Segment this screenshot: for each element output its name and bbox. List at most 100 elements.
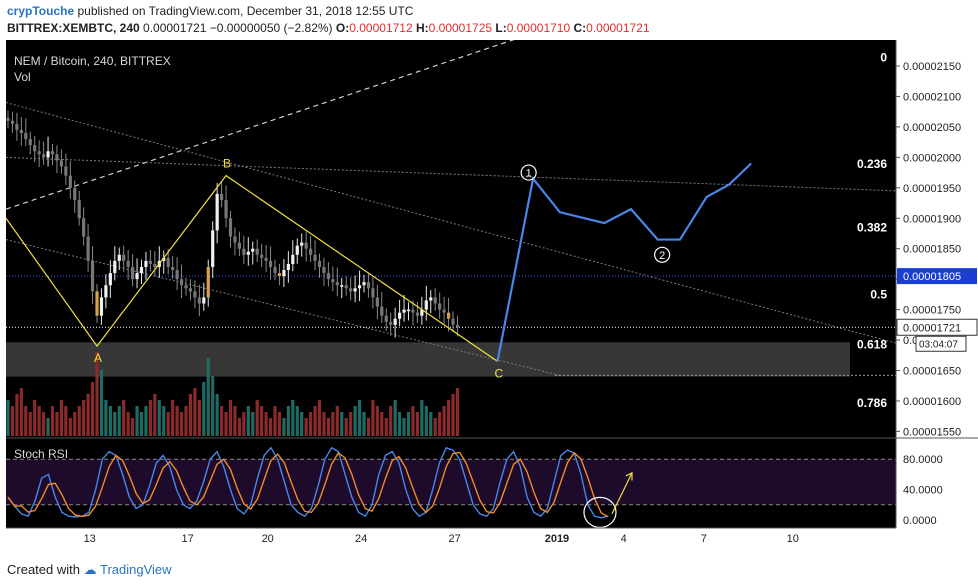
candle: [237, 242, 241, 249]
candle: [175, 270, 179, 280]
high-label: H:: [415, 21, 429, 35]
candle: [37, 151, 41, 155]
candle: [277, 273, 282, 277]
author-link[interactable]: crypTouche: [7, 4, 75, 18]
high-value: 0.00001725: [428, 21, 493, 35]
candle: [179, 279, 184, 286]
candle: [398, 312, 402, 319]
candle: [424, 300, 428, 310]
candle: [286, 263, 290, 271]
candle: [393, 318, 397, 325]
volume-bar: [179, 412, 184, 436]
stoch-d-line: [7, 451, 609, 518]
candle: [73, 187, 77, 200]
candle: [380, 306, 384, 316]
volume-bar: [19, 388, 23, 436]
wave-circle-label-1: 1: [526, 168, 532, 180]
fib-label-0: 0: [880, 50, 887, 64]
volume-bar: [144, 406, 148, 436]
volume-bar: [228, 400, 233, 436]
volume-bar: [389, 406, 393, 436]
stoch-rsi-pane[interactable]: [6, 437, 896, 528]
time-tick-label: 24: [355, 533, 367, 545]
close-label: C:: [573, 21, 587, 35]
candle: [375, 297, 379, 307]
volume-bar: [242, 412, 246, 436]
ohlc-bar: BITTREX:XEMBTC, 240 0.00001721 −0.000000…: [7, 21, 650, 35]
wave-circle-label-2: 2: [659, 250, 665, 262]
volume-bar: [433, 418, 437, 436]
close-value: 0.00001721: [586, 21, 650, 35]
candle: [322, 266, 326, 274]
volume-bar: [300, 412, 304, 436]
candle: [42, 154, 46, 158]
volume-bar: [371, 400, 375, 436]
volume-bar: [73, 412, 77, 436]
volume-bar: [59, 400, 63, 436]
volume-bar: [304, 418, 308, 436]
volume-bar: [99, 370, 104, 436]
volume-bar: [424, 406, 428, 436]
blue-price-tag-text: 0.00001805: [903, 271, 961, 283]
price-pane[interactable]: 0 0.236 0.382 0.5 0.618 0.786 A B C 1 2: [5, 40, 897, 436]
volume-bar: [211, 376, 215, 436]
tradingview-logo[interactable]: ☁ TradingView: [83, 562, 172, 577]
volume-bar: [113, 412, 117, 436]
time-tick-label: 4: [621, 533, 627, 545]
candle: [233, 236, 237, 243]
candle: [122, 254, 126, 261]
time-axis-bg: [0, 528, 978, 555]
channel-mid-dotted: [5, 102, 897, 344]
chart-title: NEM / Bitcoin, 240, BITTREX: [14, 54, 171, 68]
volume-bar: [268, 418, 273, 436]
last-price-tag: [896, 318, 978, 336]
volume-bar: [429, 412, 433, 436]
chart-area[interactable]: 0 0.236 0.382 0.5 0.618 0.786 A B C 1 2 0.00002150…: [0, 40, 978, 555]
rsi-tick-label: 40.0000: [903, 485, 943, 497]
price-axis[interactable]: 0.00002150 0.00002100 0.00002050 0.00002000…: [895, 40, 978, 528]
volume-bar: [406, 412, 411, 436]
candle: [171, 266, 175, 271]
volume-bar: [90, 382, 95, 436]
candle: [326, 273, 330, 280]
volume-bar: [77, 406, 81, 436]
candle: [144, 260, 148, 267]
volume-bar: [197, 400, 201, 436]
candle: [349, 288, 353, 292]
volume-bar: [153, 394, 157, 436]
candle: [184, 285, 188, 289]
candle: [19, 129, 23, 133]
low-label: L:: [495, 21, 507, 35]
candle: [309, 248, 313, 255]
candle: [202, 297, 206, 304]
fib-label-4: 0.618: [857, 337, 887, 351]
volume-label: Vol: [14, 70, 31, 84]
volume-bar: [122, 400, 126, 436]
volume-bar: [188, 394, 193, 436]
channel-lower-dotted: [5, 239, 561, 376]
candle: [28, 139, 32, 146]
time-axis[interactable]: 13 17 20 24 27 2019 4 7 10: [0, 527, 978, 555]
candle: [64, 166, 68, 176]
created-with: Created with: [7, 562, 80, 577]
wave-circle-1: [520, 164, 537, 181]
candle: [188, 288, 193, 292]
volume-bar: [255, 400, 259, 436]
price-tick-label: 0.00002100: [903, 91, 961, 103]
candle: [362, 282, 366, 286]
candle: [304, 242, 308, 249]
candle: [446, 312, 451, 319]
footer: Created with ☁ TradingView: [7, 562, 172, 578]
volume-bar: [375, 406, 379, 436]
volume-bar: [215, 394, 219, 436]
candle: [411, 309, 415, 313]
candle: [429, 297, 433, 301]
volume-bar: [166, 412, 170, 436]
volume-bar: [362, 412, 366, 436]
volume-bar: [451, 394, 455, 436]
candle: [77, 199, 81, 219]
rsi-tick-label: 80.0000: [903, 454, 943, 466]
chart-background: [6, 40, 896, 528]
volume-bar: [411, 406, 415, 436]
volume-bar: [282, 418, 286, 436]
